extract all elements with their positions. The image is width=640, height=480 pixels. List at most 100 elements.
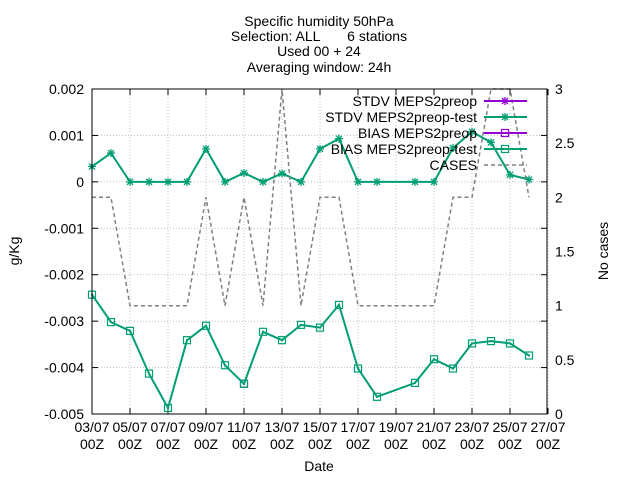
data-point <box>258 327 268 336</box>
data-point <box>372 392 382 401</box>
legend-label: CASES <box>430 157 477 173</box>
y-tick-label: -0.002 <box>44 267 84 283</box>
y-tick-label: -0.005 <box>44 406 84 422</box>
y-tick-label: 0.002 <box>49 81 84 97</box>
title-line-1: Specific humidity 50hPa <box>244 13 394 29</box>
data-point <box>452 367 454 370</box>
data-point <box>186 339 188 342</box>
data-point <box>278 169 286 178</box>
x-tick-label: 15/07 <box>302 419 337 435</box>
data-point <box>129 329 131 332</box>
data-point <box>182 336 192 345</box>
x-tick-label: 00Z <box>232 436 257 452</box>
data-point <box>500 128 510 138</box>
plot-border <box>91 88 548 415</box>
data-point <box>471 342 473 345</box>
data-point <box>316 144 324 153</box>
data-point <box>296 320 306 329</box>
data-point <box>183 177 191 186</box>
data-point <box>338 303 340 306</box>
data-point <box>240 169 248 178</box>
y-axis-ticks: 0.002 0.001 0 -0.001 -0.002 -0.003 -0.004 -0.00… <box>44 81 547 422</box>
series-line <box>92 88 530 307</box>
x-tick-label: 09/07 <box>188 419 223 435</box>
y2-tick-label: 1 <box>555 298 563 314</box>
data-point <box>504 132 506 134</box>
grid <box>91 88 549 415</box>
data-point <box>205 324 207 327</box>
data-point <box>125 326 135 335</box>
data-point <box>506 170 514 179</box>
data-point <box>163 403 173 413</box>
data-point <box>315 323 325 332</box>
x-tick-label: 00Z <box>536 436 561 452</box>
y-tick-label: 0.001 <box>49 127 84 143</box>
data-point <box>429 355 439 364</box>
data-point <box>353 364 363 373</box>
y-tick-label: -0.001 <box>44 220 84 236</box>
data-point <box>509 342 511 345</box>
x-tick-label: 00Z <box>498 436 523 452</box>
data-point <box>468 127 476 136</box>
x-tick-label: 00Z <box>346 436 371 452</box>
legend-label: BIAS MEPS2preop-test <box>331 141 477 157</box>
title-line-4: Averaging window: 24h <box>247 59 392 75</box>
data-point <box>524 351 534 360</box>
data-point <box>145 177 153 186</box>
x-tick-label: 21/07 <box>416 419 451 435</box>
chart-title: Specific humidity 50hPa Selection: ALL 6… <box>231 13 407 75</box>
x-tick-label: 00Z <box>194 436 219 452</box>
data-point <box>148 372 150 375</box>
x-tick-label: 00Z <box>460 436 485 452</box>
data-point <box>500 144 510 154</box>
y-tick-label: -0.003 <box>44 313 84 329</box>
data-point <box>501 97 509 105</box>
y-tick-label: 0 <box>76 174 84 190</box>
data-point <box>126 177 134 186</box>
data-point <box>335 134 343 143</box>
data-point <box>319 326 321 329</box>
data-point <box>221 177 229 186</box>
y2-tick-label: 3 <box>555 81 563 97</box>
data-point <box>528 354 530 357</box>
x-tick-label: 00Z <box>384 436 409 452</box>
legend-label: STDV MEPS2preop <box>353 93 478 109</box>
legend-label: STDV MEPS2preop-test <box>325 109 477 125</box>
data-point <box>376 395 378 398</box>
title-line-3: Used 00 + 24 <box>277 43 361 59</box>
y2-tick-label: 1.5 <box>555 244 575 260</box>
data-point <box>239 379 249 388</box>
data-point <box>300 323 302 326</box>
data-point <box>354 177 362 186</box>
x-tick-label: 11/07 <box>227 419 261 435</box>
data-point <box>433 358 435 361</box>
data-point <box>107 149 115 158</box>
data-point <box>297 177 305 186</box>
data-point <box>144 369 154 378</box>
x-tick-label: 27/07 <box>530 419 565 435</box>
data-point <box>106 317 116 327</box>
data-point <box>448 364 458 373</box>
y2-tick-label: 2 <box>555 189 563 205</box>
data-point <box>487 138 495 147</box>
data-point <box>467 339 477 348</box>
data-point <box>430 177 438 186</box>
x-tick-label: 19/07 <box>378 419 413 435</box>
x-tick-label: 17/07 <box>340 419 375 435</box>
data-point <box>110 321 112 324</box>
x-tick-label: 00Z <box>270 436 295 452</box>
data-point <box>504 148 506 150</box>
x-tick-label: 00Z <box>308 436 333 452</box>
x-tick-label: 25/07 <box>492 419 527 435</box>
x-axis-label: Date <box>304 458 334 474</box>
x-tick-label: 00Z <box>156 436 181 452</box>
data-point <box>525 175 533 184</box>
data-point <box>167 406 169 409</box>
data-point <box>414 381 416 384</box>
data-point <box>449 143 457 152</box>
title-line-2: Selection: ALL 6 stations <box>231 28 407 44</box>
y2-axis-label: No cases <box>595 222 611 280</box>
y2-tick-label: 2.5 <box>555 135 575 151</box>
